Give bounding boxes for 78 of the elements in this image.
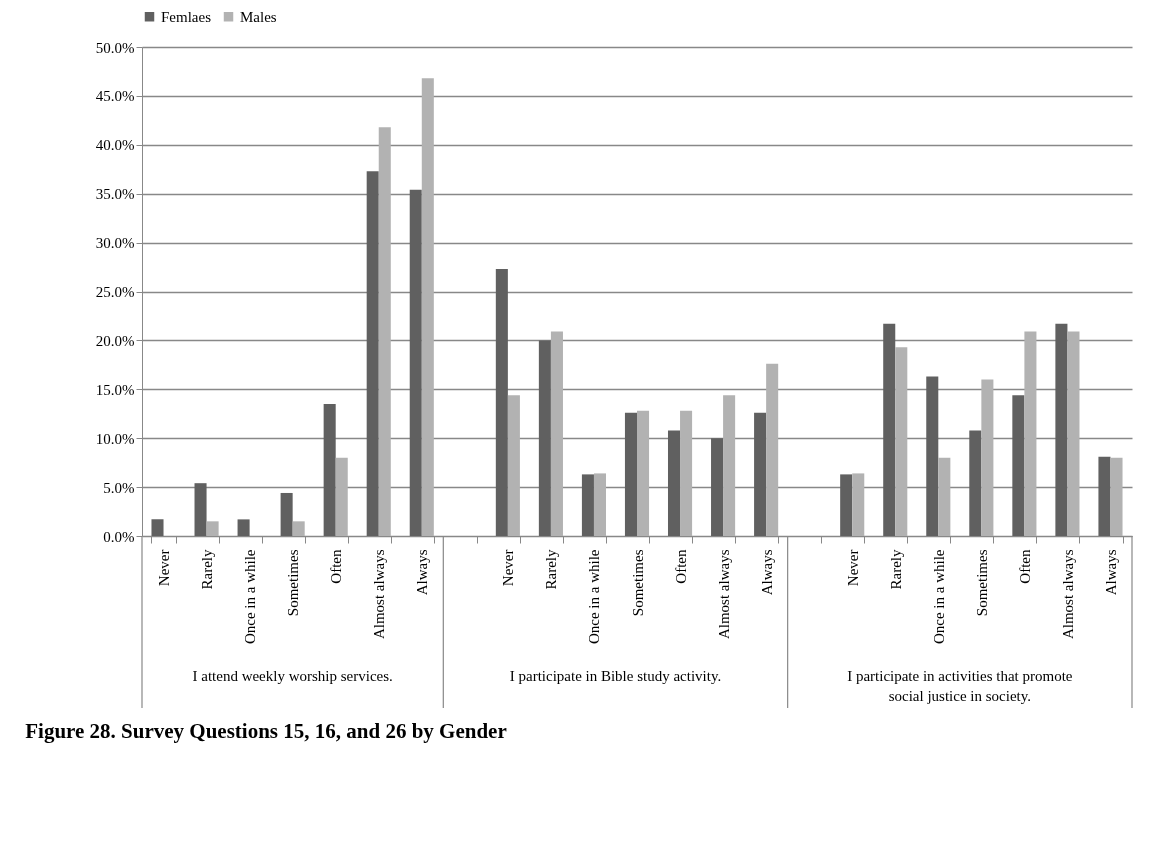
text: I participate in Bible study activity. [509, 668, 722, 684]
x-tick-label: Sometimes [973, 549, 990, 617]
bar [194, 483, 207, 536]
bar [840, 474, 853, 536]
y-tick-label: 45.0% [95, 88, 135, 105]
legend-label: Males [240, 8, 277, 25]
bar [637, 410, 650, 536]
bar [624, 412, 637, 536]
bar [723, 395, 736, 536]
y-tick-label: 15.0% [95, 381, 135, 398]
bar [680, 410, 693, 536]
x-tick-label: Rarely [199, 549, 216, 590]
bar [883, 323, 896, 536]
x-tick-label: Never [156, 549, 173, 587]
y-tick-label: 25.0% [95, 284, 135, 300]
text: Figure 28. Survey Questions 15, 16, and 26 by Gender [25, 718, 507, 743]
bar [593, 473, 607, 536]
y-tick-label: 30.0% [95, 235, 135, 252]
y-tick-label: 10.0% [95, 430, 135, 447]
bar [151, 519, 164, 536]
y-tick-label: 50.0% [95, 39, 135, 56]
legend-label: Femlaes [161, 8, 212, 25]
x-tick-label: Never [844, 549, 861, 587]
bar [754, 412, 767, 536]
x-tick-label: Always [1102, 549, 1119, 596]
bar [206, 521, 219, 536]
bar [981, 379, 994, 536]
x-tick-label: Once in a while [930, 549, 947, 645]
bar [766, 363, 779, 536]
bar [1098, 456, 1111, 536]
bar [550, 331, 563, 536]
bar [280, 492, 293, 536]
y-tick-label: 40.0% [95, 137, 135, 154]
bar [895, 347, 908, 536]
bar [1110, 457, 1123, 536]
bar [323, 403, 336, 536]
bar [711, 438, 724, 536]
bar [1024, 331, 1037, 536]
y-tick-label: 35.0% [95, 186, 135, 203]
x-tick-label: Almost always [1059, 549, 1076, 640]
bar [938, 457, 951, 536]
bar [852, 473, 865, 536]
x-tick-label: Never [500, 549, 517, 587]
bar [421, 78, 434, 536]
y-tick-label: 20.0% [95, 332, 135, 349]
bar [378, 127, 391, 536]
bar [292, 521, 305, 536]
text: I attend weekly worship services. [192, 668, 393, 684]
bar [1012, 395, 1025, 536]
bar [335, 457, 348, 536]
bar [581, 474, 594, 536]
bar [237, 519, 250, 536]
x-tick-label: Always [758, 549, 775, 596]
x-tick-label: Sometimes [285, 549, 302, 617]
x-tick-label: Sometimes [629, 549, 646, 617]
x-tick-label: Rarely [887, 549, 904, 590]
bar [926, 376, 939, 536]
x-tick-label: Often [672, 549, 689, 584]
bar [538, 340, 551, 536]
x-tick-label: Always [414, 549, 431, 596]
x-tick-label: Rarely [543, 549, 560, 590]
bar [366, 171, 379, 536]
x-tick-label: Often [328, 549, 345, 584]
x-tick-label: Once in a while [586, 549, 603, 645]
y-tick-label: 5.0% [103, 479, 135, 496]
x-tick-label: Often [1016, 549, 1033, 584]
bar [1055, 323, 1068, 536]
y-tick-label: 0.0% [103, 528, 135, 545]
x-tick-label: Almost always [371, 549, 388, 640]
bar [409, 189, 422, 536]
x-tick-label: Once in a while [242, 549, 259, 645]
bar [1067, 331, 1080, 536]
bar [969, 430, 982, 536]
text: I participate in activities that promote social justice in society. [847, 668, 1073, 704]
x-tick-label: Almost always [715, 549, 732, 640]
bar [495, 269, 508, 536]
bar [507, 395, 520, 536]
bar [667, 430, 681, 536]
